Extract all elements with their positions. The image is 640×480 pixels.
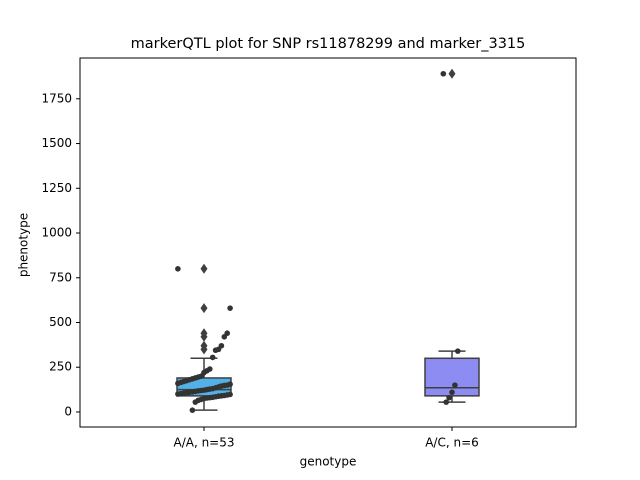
flier (200, 303, 208, 314)
y-tick-label: 1500 (41, 136, 72, 150)
strip-point (189, 407, 196, 413)
strip-point (443, 399, 450, 405)
strip-point (175, 380, 181, 387)
flier (200, 331, 208, 342)
x-tick-label: A/C, n=6 (425, 436, 479, 450)
y-tick-label: 750 (49, 270, 72, 284)
y-axis-label: phenotype (17, 213, 31, 277)
chart-title: markerQTL plot for SNP rs11878299 and ma… (131, 36, 526, 52)
y-tick-label: 1750 (41, 91, 72, 105)
y-tick-label: 500 (49, 315, 72, 329)
strip-point (446, 394, 452, 401)
flier (200, 263, 208, 274)
flier (200, 344, 208, 355)
strip-point (440, 70, 447, 77)
strip-point (212, 347, 219, 354)
strip-point (192, 399, 199, 405)
y-tick-label: 1000 (41, 226, 72, 240)
strip-point (452, 382, 458, 388)
strip-point (221, 334, 228, 340)
strip-point (209, 354, 216, 361)
strip-point (455, 348, 461, 354)
strip-point (175, 266, 181, 272)
y-tick-label: 0 (64, 404, 72, 418)
strip-point (175, 391, 181, 397)
flier (448, 68, 456, 79)
y-tick-label: 1250 (41, 181, 72, 195)
y-tick-label: 250 (49, 360, 72, 374)
plot-frame (79, 57, 577, 428)
strip-point (227, 305, 233, 311)
x-axis-label: genotype (300, 455, 357, 469)
x-tick-label: A/A, n=53 (173, 436, 234, 450)
strip-point (449, 389, 455, 396)
